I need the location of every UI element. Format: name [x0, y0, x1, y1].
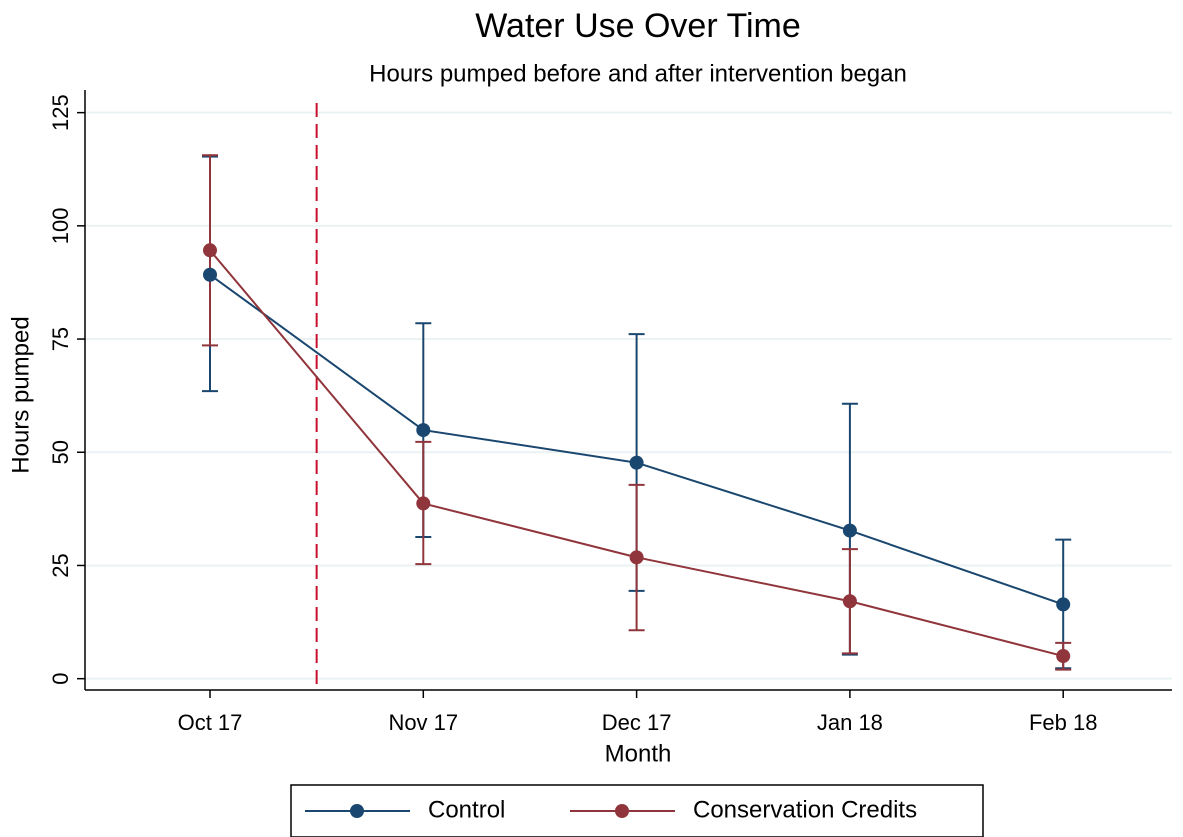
chart-subtitle: Hours pumped before and after interventi…	[369, 60, 907, 87]
x-axis-label: Month	[605, 740, 672, 767]
legend-label: Control	[428, 796, 505, 823]
x-tick-label: Dec 17	[602, 710, 672, 735]
legend-marker	[350, 804, 364, 818]
chart-title: Water Use Over Time	[475, 7, 801, 45]
legend-marker	[615, 804, 629, 818]
data-point	[416, 423, 431, 438]
data-point	[1056, 597, 1071, 612]
y-tick-label: 25	[48, 553, 73, 577]
legend-label: Conservation Credits	[693, 796, 917, 823]
data-point	[842, 523, 857, 538]
data-point	[1056, 649, 1071, 664]
y-tick-label: 50	[48, 440, 73, 464]
x-tick-label: Nov 17	[388, 710, 458, 735]
y-tick-label: 100	[48, 207, 73, 244]
data-point	[203, 267, 217, 282]
data-point	[629, 550, 644, 565]
data-point	[842, 594, 857, 609]
data-point	[629, 455, 644, 470]
x-tick-label: Feb 18	[1029, 710, 1098, 735]
data-point	[416, 496, 431, 511]
data-point	[203, 243, 217, 258]
y-axis-label: Hours pumped	[7, 316, 34, 473]
y-tick-label: 0	[48, 673, 73, 685]
x-tick-label: Jan 18	[817, 710, 883, 735]
y-tick-label: 125	[48, 94, 73, 131]
x-tick-label: Oct 17	[178, 710, 243, 735]
y-tick-label: 75	[48, 327, 73, 351]
